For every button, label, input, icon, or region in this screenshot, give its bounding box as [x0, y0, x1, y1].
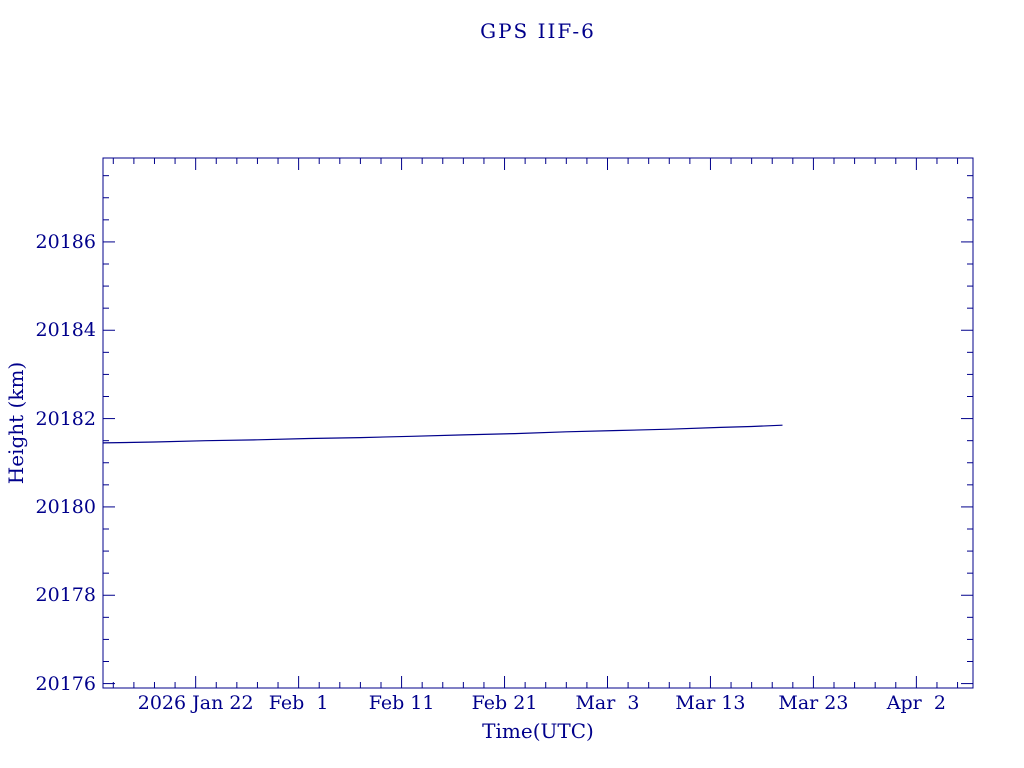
plot-frame [102, 157, 974, 689]
y-tick-label: 20178 [35, 584, 96, 607]
x-tick-label: Feb 21 [471, 692, 538, 714]
y-tick-label: 20182 [35, 407, 96, 430]
chart-title: GPS IIF-6 [480, 19, 596, 43]
y-tick-label: 20186 [35, 230, 96, 253]
x-tick-label: 2026 Jan 22 [137, 692, 254, 714]
x-tick-label: Mar 3 [575, 692, 640, 714]
x-tick-label: Feb 1 [268, 692, 329, 714]
x-tick-label: Mar 23 [778, 692, 849, 714]
y-axis-label: Height (km) [4, 361, 28, 485]
x-tick-label: Mar 13 [675, 692, 746, 714]
x-tick-label: Feb 11 [368, 692, 435, 714]
y-tick-label: 20184 [35, 319, 96, 342]
y-tick-label: 20176 [35, 672, 96, 695]
height-series-line [102, 424, 783, 444]
y-tick-label: 20180 [35, 495, 96, 518]
x-axis-label: Time(UTC) [482, 719, 594, 743]
x-tick-label: Apr 2 [886, 692, 946, 714]
